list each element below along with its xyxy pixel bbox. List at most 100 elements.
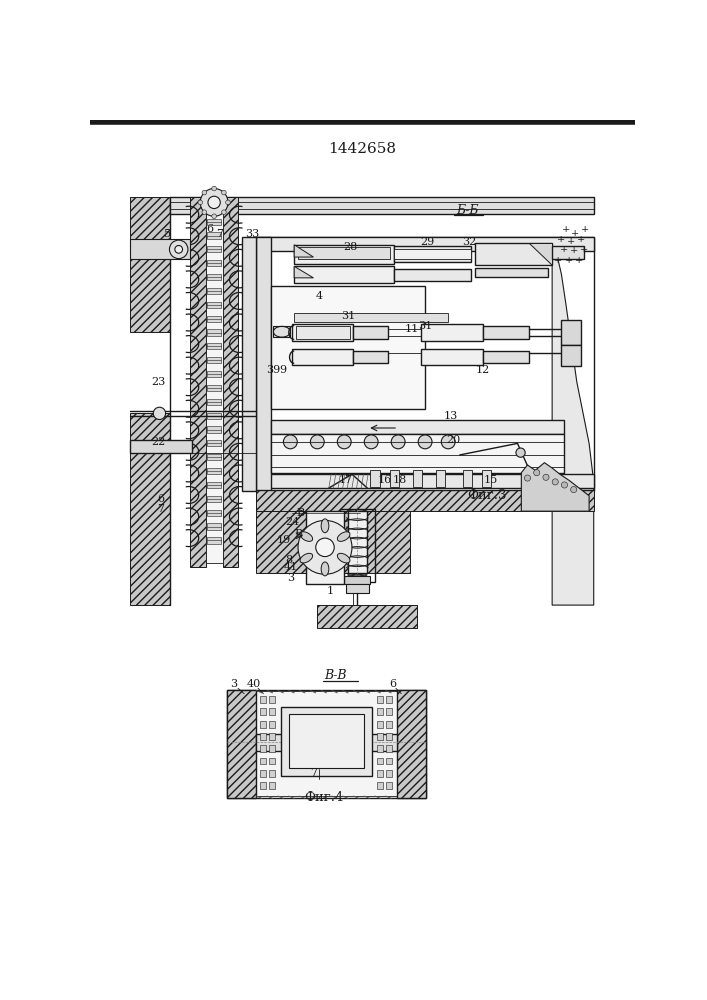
Circle shape	[221, 190, 226, 195]
Ellipse shape	[337, 532, 350, 541]
Bar	[207, 413, 221, 419]
Bar	[317, 605, 417, 628]
Bar	[207, 260, 221, 266]
Circle shape	[571, 487, 577, 493]
Bar	[395, 246, 472, 262]
Text: 20: 20	[446, 435, 461, 445]
Text: В: В	[294, 529, 302, 539]
Bar	[344, 576, 370, 584]
Bar	[271, 420, 563, 434]
Text: 15: 15	[484, 475, 498, 485]
Text: 7: 7	[158, 504, 165, 514]
Circle shape	[170, 240, 188, 259]
Bar	[256, 237, 271, 491]
Bar	[386, 708, 392, 715]
Bar	[207, 316, 221, 322]
Bar	[256, 511, 409, 573]
Bar	[207, 274, 221, 280]
Ellipse shape	[321, 562, 329, 576]
Bar	[483, 326, 529, 339]
Bar	[377, 745, 382, 752]
Bar	[386, 721, 392, 728]
Bar	[348, 511, 368, 573]
Text: 6: 6	[158, 494, 165, 504]
Polygon shape	[552, 237, 594, 605]
Circle shape	[175, 246, 182, 253]
Text: 6: 6	[206, 224, 213, 234]
Bar	[269, 758, 275, 764]
Bar	[390, 470, 399, 487]
Bar	[207, 537, 221, 544]
Circle shape	[298, 520, 352, 574]
Bar	[207, 426, 221, 433]
Bar	[386, 770, 392, 777]
Bar	[207, 440, 221, 446]
Bar	[207, 523, 221, 530]
Bar	[482, 470, 491, 487]
Bar	[207, 385, 221, 391]
Bar	[377, 708, 382, 715]
Bar	[207, 371, 221, 377]
Bar	[561, 345, 580, 366]
Text: 41: 41	[284, 562, 298, 572]
Bar	[354, 326, 388, 339]
Bar	[207, 357, 221, 363]
Text: 3: 3	[230, 679, 237, 689]
Bar	[274, 326, 291, 337]
Bar	[377, 782, 382, 789]
Text: 13: 13	[443, 411, 457, 421]
Text: +: +	[571, 229, 579, 238]
Bar	[377, 733, 382, 740]
Text: 17: 17	[339, 475, 353, 485]
Text: 1: 1	[327, 586, 334, 596]
Bar	[397, 690, 426, 798]
Bar	[552, 246, 585, 259]
Bar	[207, 329, 221, 336]
Text: +: +	[571, 246, 578, 255]
Text: +: +	[581, 225, 590, 234]
Text: 39: 39	[267, 365, 281, 375]
Text: +: +	[578, 235, 585, 244]
Circle shape	[543, 474, 549, 480]
Bar	[227, 690, 426, 798]
Text: Фиг.3: Фиг.3	[467, 489, 507, 502]
Bar	[436, 470, 445, 487]
Text: 7: 7	[310, 768, 317, 778]
Bar	[292, 324, 354, 341]
Circle shape	[310, 435, 325, 449]
Bar	[294, 312, 448, 322]
Text: 31: 31	[418, 321, 432, 331]
Circle shape	[221, 210, 226, 215]
Bar	[259, 721, 266, 728]
Text: 24: 24	[285, 517, 299, 527]
Bar	[242, 237, 256, 491]
Bar	[421, 324, 483, 341]
Ellipse shape	[300, 532, 312, 541]
Circle shape	[212, 186, 216, 191]
Text: 9: 9	[279, 365, 286, 375]
Bar	[298, 247, 390, 259]
Text: 1442658: 1442658	[328, 142, 396, 156]
Bar	[257, 734, 397, 751]
Text: Фиг.4: Фиг.4	[304, 791, 343, 804]
Bar	[227, 690, 257, 798]
Text: 3: 3	[287, 573, 294, 583]
Bar	[271, 434, 563, 473]
Text: +: +	[554, 256, 563, 265]
Bar	[259, 770, 266, 777]
Text: В: В	[296, 508, 305, 518]
Circle shape	[200, 189, 228, 216]
Bar	[170, 197, 594, 214]
Polygon shape	[521, 463, 589, 511]
Bar	[259, 782, 266, 789]
Bar	[207, 232, 221, 239]
Text: 23: 23	[151, 377, 165, 387]
Bar	[296, 326, 350, 339]
Text: 4: 4	[316, 291, 323, 301]
Bar	[259, 708, 266, 715]
Bar	[207, 399, 221, 405]
Bar	[259, 745, 266, 752]
Circle shape	[534, 470, 540, 476]
Bar	[305, 511, 344, 584]
Text: 16: 16	[377, 475, 392, 485]
